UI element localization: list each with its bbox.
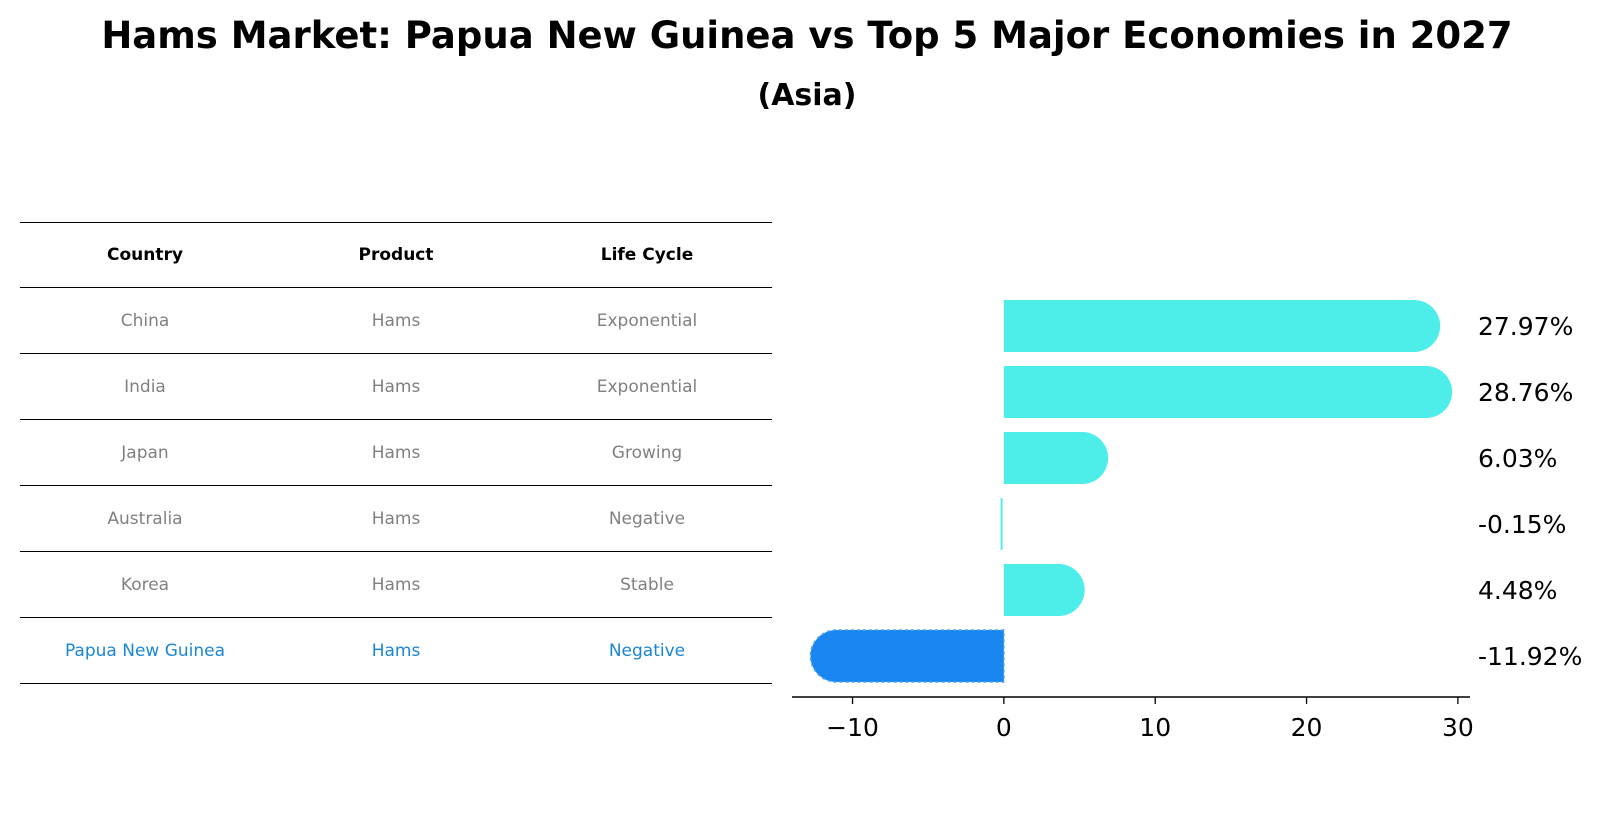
table-row: Korea Hams Stable xyxy=(20,552,772,618)
bar xyxy=(1003,564,1085,616)
header-life-cycle: Life Cycle xyxy=(600,245,694,265)
x-tick-label: −10 xyxy=(826,713,879,742)
bar-value-label: -11.92% xyxy=(1478,642,1582,671)
x-tick-label: 10 xyxy=(1139,713,1171,742)
cell-country: Papua New Guinea xyxy=(64,640,226,661)
table-row: India Hams Exponential xyxy=(20,354,772,420)
bar-value-label: 6.03% xyxy=(1478,444,1557,473)
cell-life-cycle: Growing xyxy=(611,442,683,463)
bar-value-label: 27.97% xyxy=(1478,312,1573,341)
cell-life-cycle: Exponential xyxy=(596,376,698,397)
bar xyxy=(1000,498,1003,550)
bar xyxy=(1003,432,1109,484)
cell-product: Hams xyxy=(371,508,421,529)
table-row: China Hams Exponential xyxy=(20,288,772,354)
cell-country: Australia xyxy=(107,508,183,529)
cell-life-cycle: Negative xyxy=(608,508,686,529)
cell-life-cycle: Stable xyxy=(620,574,674,595)
bar xyxy=(1003,366,1453,418)
data-table: Country Product Life Cycle China Hams Ex… xyxy=(20,222,772,684)
cell-country: Japan xyxy=(121,442,169,463)
header-product: Product xyxy=(358,245,434,265)
bar xyxy=(1003,300,1441,352)
cell-country: China xyxy=(120,310,170,331)
cell-product: Hams xyxy=(371,442,421,463)
cell-life-cycle: Negative xyxy=(608,640,686,661)
table-header-row: Country Product Life Cycle xyxy=(20,222,772,288)
cell-product: Hams xyxy=(371,574,421,595)
x-tick-label: 30 xyxy=(1442,713,1474,742)
bar-value-label: 28.76% xyxy=(1478,378,1573,407)
bar-value-label: 4.48% xyxy=(1478,576,1557,605)
table-row-highlighted: Papua New Guinea Hams Negative xyxy=(20,618,772,684)
bar-highlighted xyxy=(809,629,1005,683)
chart-title: Hams Market: Papua New Guinea vs Top 5 M… xyxy=(101,14,1513,57)
cell-product: Hams xyxy=(371,640,421,661)
cell-product: Hams xyxy=(371,310,421,331)
table-row: Australia Hams Negative xyxy=(20,486,772,552)
cell-life-cycle: Exponential xyxy=(596,310,698,331)
x-tick-label: 0 xyxy=(996,713,1012,742)
cell-country: India xyxy=(124,376,166,397)
table-row: Japan Hams Growing xyxy=(20,420,772,486)
chart-subtitle: (Asia) xyxy=(757,78,857,113)
bar-value-label: -0.15% xyxy=(1478,510,1566,539)
header-country: Country xyxy=(107,245,183,265)
cell-country: Korea xyxy=(120,574,170,595)
cell-product: Hams xyxy=(371,376,421,397)
x-tick-label: 20 xyxy=(1291,713,1323,742)
